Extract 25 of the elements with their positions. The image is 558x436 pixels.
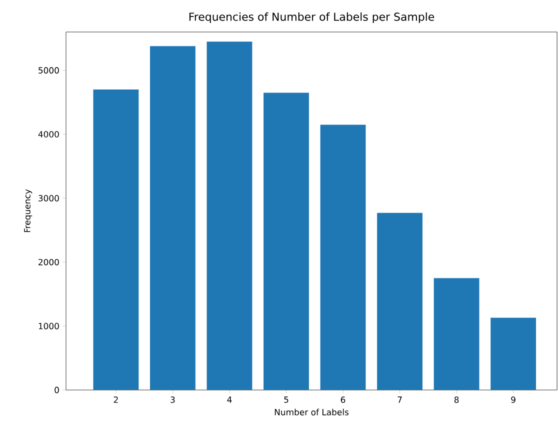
x-tick-label: 3 [170, 396, 175, 403]
bar [377, 212, 422, 390]
x-tick-label: 5 [284, 396, 288, 403]
bar [320, 124, 366, 390]
x-axis-title: Number of Labels [274, 408, 348, 416]
y-tick-label: 3000 [38, 195, 59, 202]
x-tick-label: 7 [398, 396, 402, 403]
y-tick-label: 1000 [38, 322, 59, 330]
bar [490, 318, 536, 390]
y-tick-label: 0 [54, 386, 59, 394]
y-tick-label: 4000 [38, 131, 59, 138]
y-tick-label: 5000 [38, 67, 59, 74]
x-tick-label: 8 [454, 396, 459, 403]
x-tick-label: 6 [340, 396, 346, 403]
bar [264, 92, 309, 390]
x-tick-label: 9 [511, 396, 516, 403]
bar [206, 42, 252, 390]
bar [150, 46, 196, 390]
bar [93, 90, 139, 390]
bar [434, 278, 480, 390]
x-tick-label: 4 [227, 396, 232, 403]
x-tick-label: 2 [114, 396, 118, 403]
y-axis-title: Frequency [24, 189, 32, 232]
y-tick-label: 2000 [38, 258, 59, 266]
chart-title: Frequencies of Number of Labels per Sample [189, 12, 434, 23]
